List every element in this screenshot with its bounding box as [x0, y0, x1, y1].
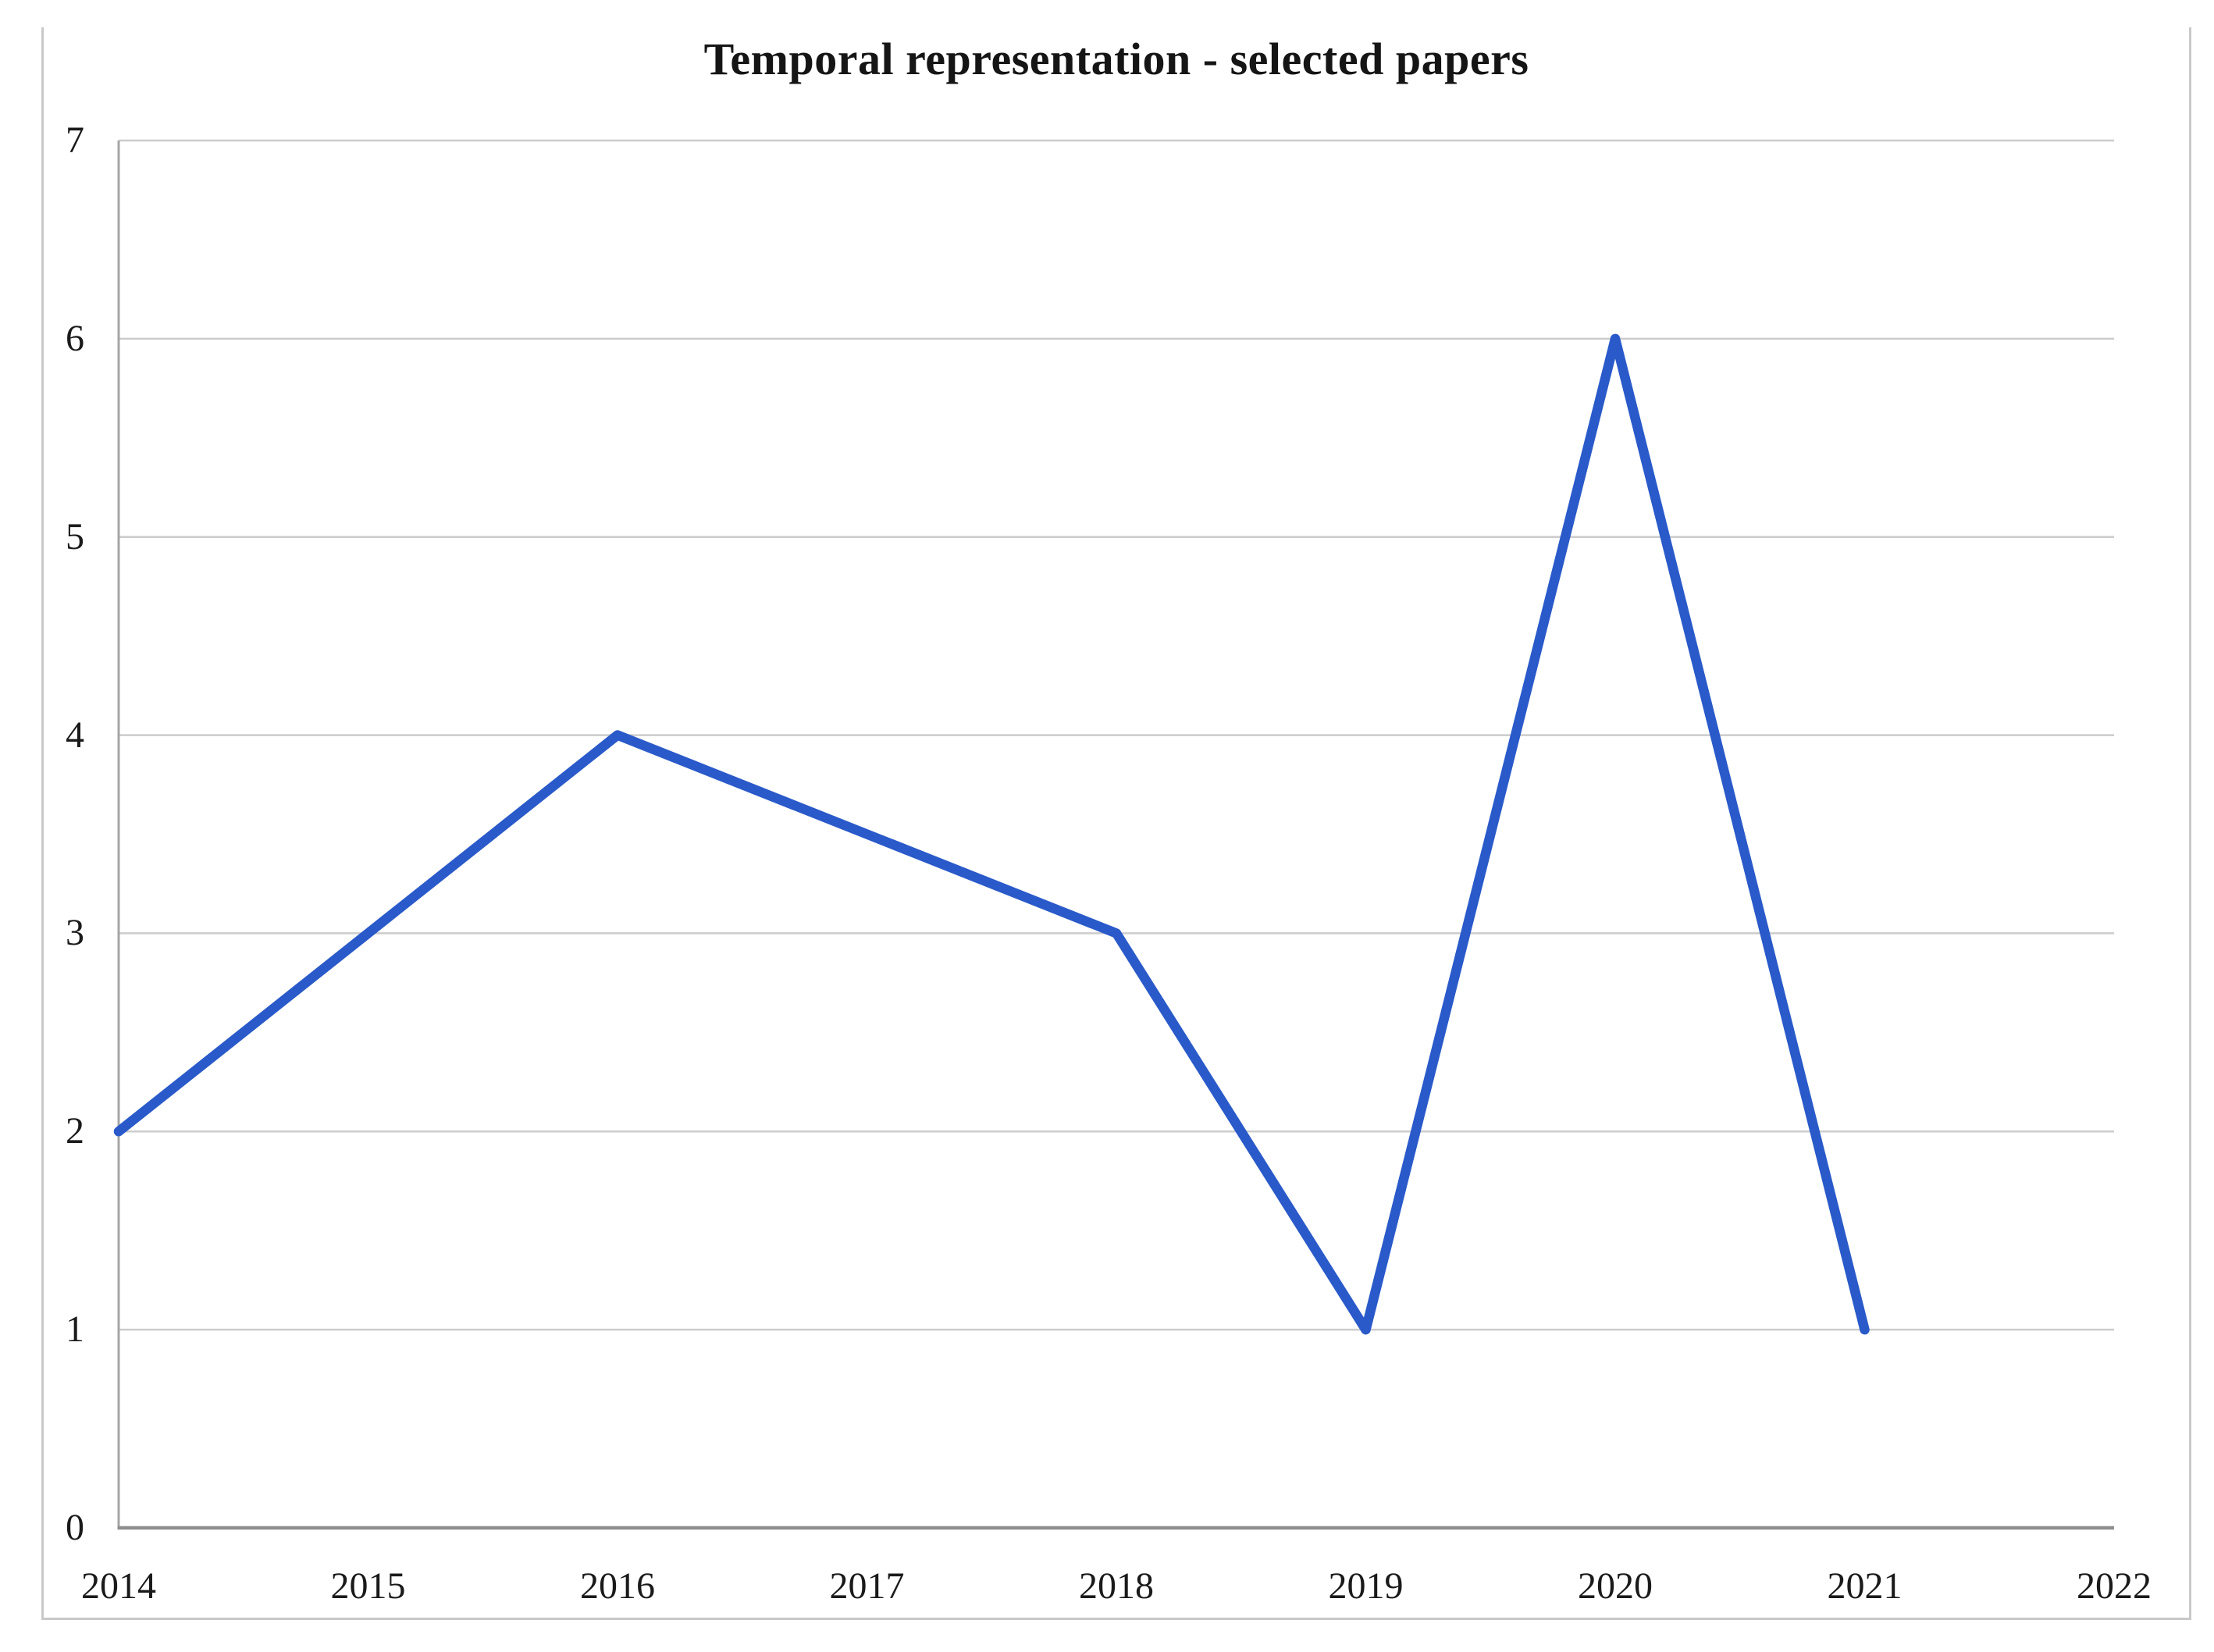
y-tick-label-0: 0 [66, 1507, 84, 1548]
y-tick-label-5: 5 [66, 515, 84, 557]
y-tick-label-4: 4 [66, 714, 84, 756]
x-tick-label-2014: 2014 [81, 1565, 156, 1607]
y-tick-label-3: 3 [66, 912, 84, 954]
x-tick-label-2022: 2022 [2077, 1565, 2152, 1607]
x-tick-label-2016: 2016 [580, 1565, 655, 1607]
y-tick-label-2: 2 [66, 1110, 84, 1152]
x-tick-label-2020: 2020 [1578, 1565, 1653, 1607]
figure-frame [41, 27, 2191, 1620]
x-tick-label-2017: 2017 [829, 1565, 905, 1607]
series-line [113, 333, 1870, 1335]
x-tick-label-2018: 2018 [1079, 1565, 1154, 1607]
x-tick-label-2019: 2019 [1328, 1565, 1404, 1607]
chart-title: Temporal representation - selected paper… [703, 34, 1529, 84]
x-tick-label-2015: 2015 [330, 1565, 406, 1607]
y-tick-label-6: 6 [66, 317, 84, 359]
x-tick-label-2021: 2021 [1827, 1565, 1903, 1607]
y-tick-label-1: 1 [66, 1308, 84, 1351]
y-tick-label-7: 7 [66, 119, 84, 161]
